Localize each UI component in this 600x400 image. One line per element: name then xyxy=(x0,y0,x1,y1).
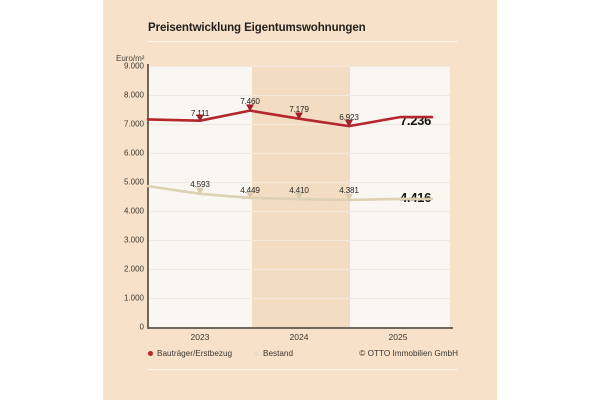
y-tick-label: 0 xyxy=(139,322,144,332)
x-axis-line xyxy=(147,327,453,329)
y-tick-label: 3.000 xyxy=(123,235,144,245)
legend-dot-icon xyxy=(254,351,259,356)
legend-item-bestand[interactable]: Bestand xyxy=(254,349,293,358)
data-label-red-4: 6.923 xyxy=(339,113,359,122)
legend-label: Bestand xyxy=(263,349,294,358)
y-tick-label: 1.000 xyxy=(123,293,144,303)
data-label-red-1: 7.111 xyxy=(190,109,210,118)
y-tick-label: 9.000 xyxy=(123,61,144,71)
data-label-beige-4: 4.381 xyxy=(339,186,359,195)
legend: Bauträger/Erstbezug Bestand © OTTO Immob… xyxy=(148,349,458,363)
y-tick-label: 5.000 xyxy=(123,177,144,187)
data-label-red-2: 7.460 xyxy=(240,97,260,106)
y-tick-label: 7.000 xyxy=(123,119,144,129)
y-axis-ticks: 9.000 8.000 7.000 6.000 5.000 4.000 3.00… xyxy=(103,0,144,400)
y-tick-label: 2.000 xyxy=(123,264,144,274)
legend-item-bautraeger[interactable]: Bauträger/Erstbezug xyxy=(148,349,232,358)
copyright-notice: © OTTO Immobilien GmbH xyxy=(359,349,458,358)
chart-panel: Preisentwicklung Eigentumswohnungen Euro… xyxy=(103,0,497,400)
gridline-1000 xyxy=(148,298,450,299)
title-divider xyxy=(148,41,458,42)
data-label-beige-3: 4.410 xyxy=(289,186,309,195)
data-label-beige-2: 4.449 xyxy=(240,186,260,195)
y-tick-label: 4.000 xyxy=(123,206,144,216)
gridline-8000 xyxy=(148,95,450,96)
gridline-9000 xyxy=(148,66,450,67)
legend-divider xyxy=(148,369,458,370)
page-title: Preisentwicklung Eigentumswohnungen xyxy=(148,22,366,34)
legend-dot-icon xyxy=(148,351,153,356)
data-label-red-3: 7.179 xyxy=(289,105,309,114)
year-band-2023 xyxy=(148,66,252,327)
end-label-beige: 4.416 xyxy=(400,190,432,205)
y-tick-label: 8.000 xyxy=(123,90,144,100)
gridline-5000 xyxy=(148,182,450,183)
data-label-beige-1: 4.593 xyxy=(190,180,210,189)
x-tick-label: 2023 xyxy=(190,332,210,342)
y-axis-caption: Euro/m² xyxy=(116,54,145,63)
gridline-2000 xyxy=(148,269,450,270)
legend-label: Bauträger/Erstbezug xyxy=(157,349,233,358)
end-label-red: 7.236 xyxy=(400,113,432,128)
gridline-3000 xyxy=(148,240,450,241)
y-tick-label: 6.000 xyxy=(123,148,144,158)
x-tick-label: 2025 xyxy=(388,332,408,342)
y-axis-line xyxy=(147,64,149,329)
x-tick-label: 2024 xyxy=(289,332,309,342)
gridline-6000 xyxy=(148,153,450,154)
gridline-4000 xyxy=(148,211,450,212)
